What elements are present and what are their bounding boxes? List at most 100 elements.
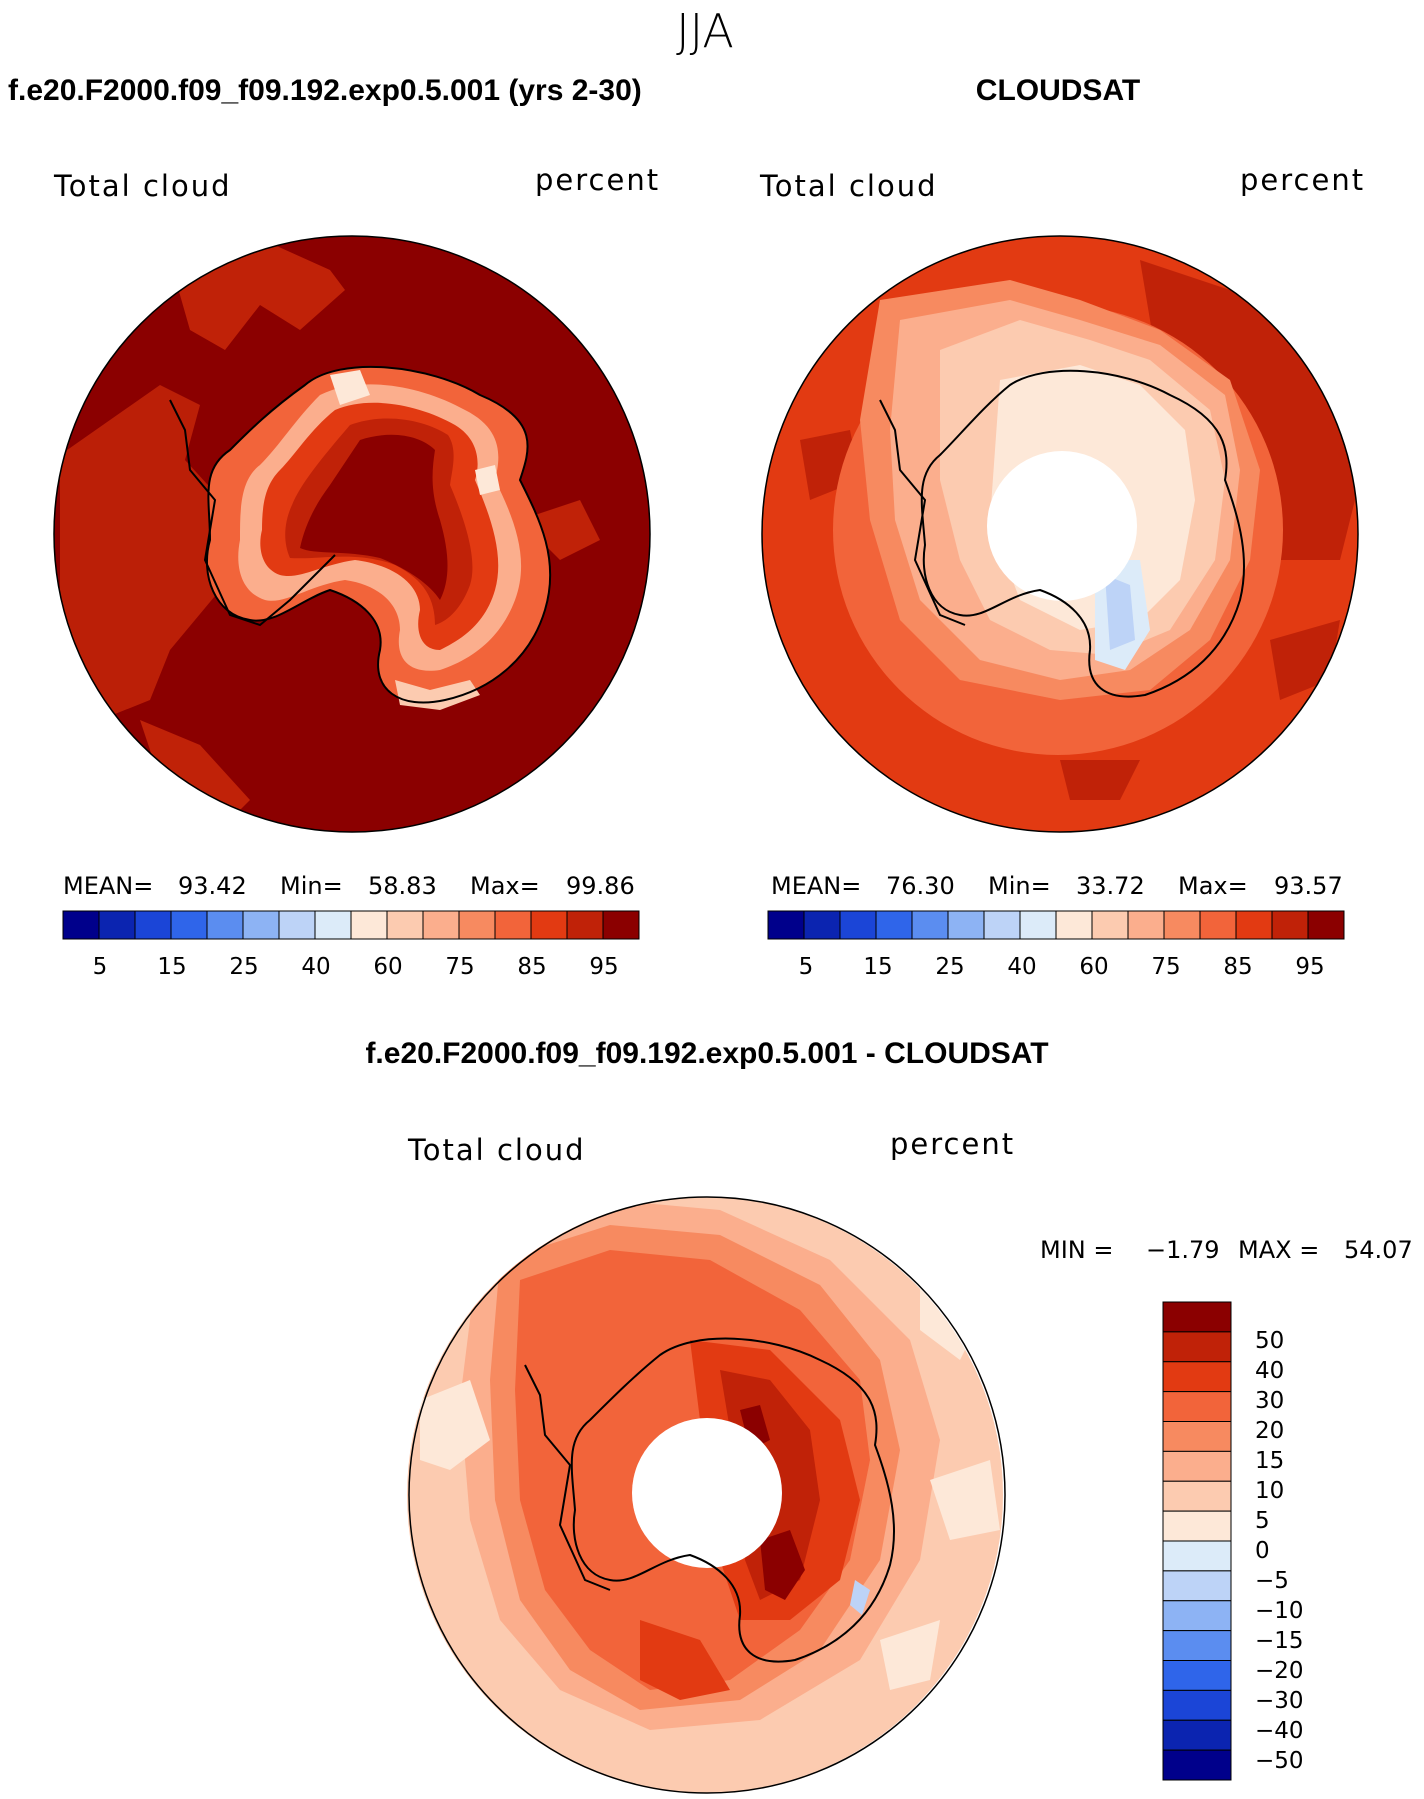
colorbar-swatch [386,910,424,940]
cbar-diff-tick-label: −50 [1255,1748,1304,1774]
cbar-diff-tick-label: 30 [1255,1388,1284,1414]
panel-obs-max-value: 93.57 [1274,872,1343,900]
panel-model-colorbar [62,910,640,940]
colorbar-swatch [1235,910,1273,940]
colorbar-swatch [494,910,532,940]
panel-obs-variable: Total cloud [759,169,937,203]
panel-diff-units: percent [890,1127,1015,1161]
colorbar-swatch [422,910,460,940]
colorbar-swatch [350,910,388,940]
panel-diff-map-boundary [408,1196,1006,1794]
panel-model-map-boundary [53,235,651,833]
colorbar-swatch [1162,1570,1232,1602]
cbar-model-tick-label: 75 [445,954,474,980]
colorbar-swatch [278,910,316,940]
colorbar-swatch [1162,1749,1232,1781]
colorbar-swatch [1019,910,1057,940]
cbar-diff-tick-label: −20 [1255,1658,1304,1684]
cbar-diff-tick-label: 15 [1255,1448,1284,1474]
panel-model-variable: Total cloud [53,169,231,203]
cbar-diff-tick-label: 40 [1255,1358,1284,1384]
cbar-model-tick-label: 60 [373,954,402,980]
cbar-diff-tick-label: −5 [1255,1568,1289,1594]
colorbar-swatch [1271,910,1309,940]
colorbar-swatch [98,910,136,940]
panel-diff-header: f.e20.F2000.f09_f09.192.exp0.5.001 - CLO… [365,1037,1048,1070]
cbar-obs-tick-label: 75 [1151,954,1180,980]
cbar-model-tick-label: 25 [229,954,258,980]
panel-diff-colorbar [1162,1301,1232,1781]
panel-diff-min-label: MIN = [1040,1236,1113,1264]
colorbar-swatch [1162,1301,1232,1333]
panel-obs-min-value: 33.72 [1076,872,1145,900]
colorbar-swatch [1163,910,1201,940]
panel-diff-colorbar-labels: 50 40 30 20 15 10 5 0 −5 −10 −15 −20 −30… [1255,1328,1304,1774]
colorbar-swatch [1162,1331,1232,1363]
cbar-diff-tick-label: −15 [1255,1628,1304,1654]
panel-model-mean-value: 93.42 [178,872,247,900]
colorbar-swatch [1307,910,1345,940]
colorbar-swatch [1162,1480,1232,1512]
panel-diff-min-value: −1.79 [1146,1236,1220,1264]
colorbar-swatch [1162,1361,1232,1393]
panel-model: f.e20.F2000.f09_f09.192.exp0.5.001 (yrs … [8,74,658,980]
cbar-diff-tick-label: 20 [1255,1418,1284,1444]
panel-obs-min-label: Min= [988,872,1051,900]
colorbar-swatch [1091,910,1129,940]
panel-model-min-value: 58.83 [368,872,437,900]
colorbar-swatch [803,910,841,940]
colorbar-swatch [1055,910,1093,940]
cbar-model-tick-label: 40 [301,954,330,980]
panel-model-colorbar-labels: 5 15 25 40 60 75 85 95 [93,954,619,980]
panel-obs-max-label: Max= [1178,872,1248,900]
colorbar-swatch [839,910,877,940]
panel-obs-units: percent [1240,163,1365,197]
colorbar-swatch [314,910,352,940]
cbar-model-tick-label: 95 [589,954,618,980]
panel-obs-mean-value: 76.30 [886,872,955,900]
panel-obs-colorbar-labels: 5 15 25 40 60 75 85 95 [799,954,1325,980]
cbar-obs-tick-label: 95 [1295,954,1324,980]
cbar-obs-tick-label: 5 [799,954,814,980]
panel-obs-map-boundary [761,235,1359,833]
colorbar-swatch [62,910,100,940]
cbar-diff-tick-label: 5 [1255,1508,1270,1534]
cbar-obs-tick-label: 85 [1223,954,1252,980]
colorbar-swatch [875,910,913,940]
colorbar-swatch [1162,1450,1232,1482]
cbar-obs-tick-label: 60 [1079,954,1108,980]
panel-obs-colorbar [767,910,1345,940]
colorbar-swatch [983,910,1021,940]
cbar-model-tick-label: 5 [93,954,108,980]
colorbar-swatch [1162,1391,1232,1422]
cbar-model-tick-label: 85 [517,954,546,980]
colorbar-swatch [206,910,244,940]
colorbar-swatch [767,910,805,940]
panel-model-mean-label: MEAN= [63,872,153,900]
colorbar-swatch [1162,1689,1232,1721]
panel-model-header: f.e20.F2000.f09_f09.192.exp0.5.001 (yrs … [8,74,642,107]
cbar-diff-tick-label: 0 [1255,1538,1270,1564]
colorbar-swatch [242,910,280,940]
panel-model-map [54,236,650,832]
colorbar-swatch [530,910,568,940]
colorbar-swatch [1162,1421,1232,1452]
colorbar-swatch [170,910,208,940]
panel-diff-variable: Total cloud [407,1133,585,1167]
cbar-diff-tick-label: −10 [1255,1598,1304,1624]
colorbar-swatch [602,910,640,940]
panel-model-max-label: Max= [470,872,540,900]
panel-model-max-value: 99.86 [566,872,635,900]
cbar-diff-tick-label: 50 [1255,1328,1284,1354]
panel-diff-max-label: MAX = [1238,1236,1319,1264]
cbar-model-tick-label: 15 [157,954,186,980]
panel-obs-map [762,236,1358,832]
colorbar-swatch [1127,910,1165,940]
panel-diff-map [407,1197,1003,1793]
colorbar-swatch [458,910,496,940]
panel-obs-mean-label: MEAN= [771,872,861,900]
cbar-diff-tick-label: −40 [1255,1718,1304,1744]
cbar-obs-tick-label: 25 [935,954,964,980]
season-title: JJA [676,4,734,58]
